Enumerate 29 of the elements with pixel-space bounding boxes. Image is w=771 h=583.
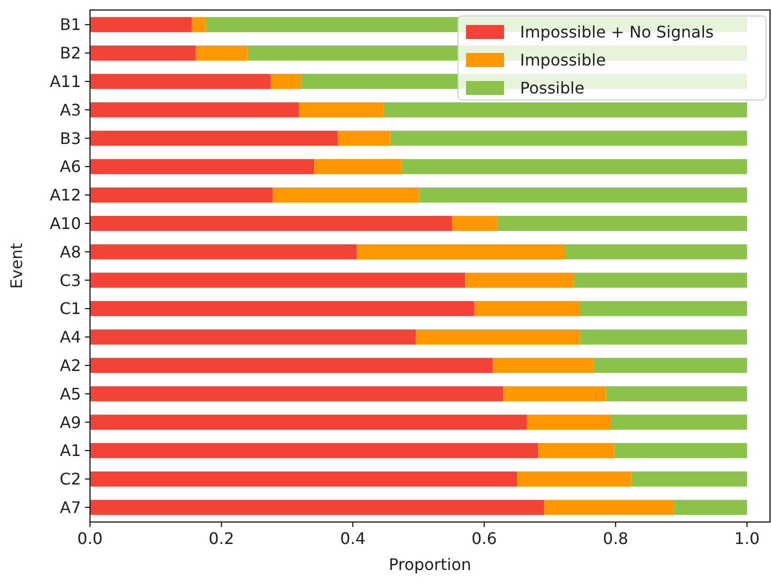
- y-tick-label: C2: [60, 470, 81, 489]
- x-tick-label: 0.8: [602, 529, 628, 548]
- y-tick-label: A4: [60, 328, 81, 347]
- x-tick-label: 1.0: [734, 529, 760, 548]
- x-tick-label: 0.4: [340, 529, 366, 548]
- y-tick-label: A12: [50, 186, 81, 205]
- y-tick-label: B3: [60, 128, 81, 148]
- y-tick-label: A6: [60, 157, 81, 176]
- y-tick-label: C3: [60, 270, 81, 290]
- y-tick-label: A11: [50, 72, 81, 92]
- y-tick-label: A2: [60, 356, 81, 375]
- y-tick-label: A5: [60, 384, 81, 404]
- y-axis-title: Event: [7, 243, 26, 289]
- y-tick-label: B2: [60, 44, 81, 63]
- legend-label: Impossible + No Signals: [520, 22, 714, 42]
- y-tick-label: B1: [60, 15, 81, 34]
- y-tick-label: A10: [50, 214, 81, 234]
- legend-label: Impossible: [520, 50, 606, 70]
- y-tick-label: C1: [60, 299, 81, 318]
- x-tick-label: 0.6: [471, 529, 497, 548]
- y-tick-label: A8: [60, 242, 81, 262]
- y-tick-label: A7: [60, 498, 81, 517]
- y-tick-label: A9: [60, 412, 81, 432]
- x-tick-label: 0.0: [77, 529, 103, 548]
- y-tick-label: A3: [60, 100, 81, 120]
- x-tick-label: 0.2: [208, 529, 234, 548]
- legend-label: Possible: [520, 78, 584, 98]
- y-tick-label: A1: [60, 441, 81, 460]
- x-axis-title: Proportion: [388, 555, 472, 574]
